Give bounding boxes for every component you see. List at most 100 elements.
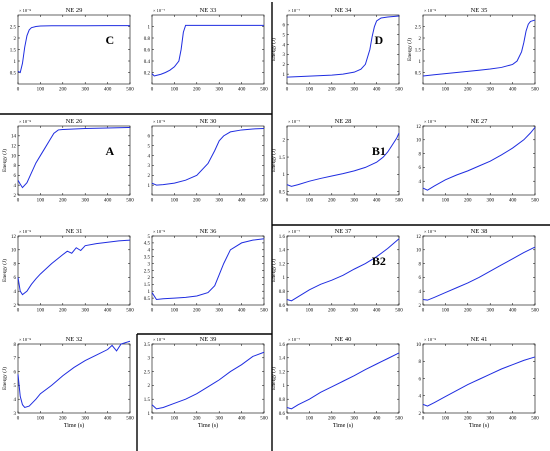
series-line-1 [422,246,536,301]
x-tick-label: 0 [286,417,289,422]
y-exponent-label: × 10⁻⁸ [424,229,437,234]
x-tick-label: 500 [260,417,268,422]
chart-panel-6: NE 30 × 10⁻⁸ 0 100 200 300 400 500 1 2 3 4 5 6 [148,118,269,204]
x-tick-label: 300 [486,417,494,422]
y-exponent-label: × 10⁻⁷ [288,8,301,13]
y-tick-label: 14 [11,135,17,140]
y-axis-label: Energy (J) [270,259,277,282]
y-axis-label: Energy (J) [270,38,277,61]
axes-box [422,235,536,306]
x-tick-label: 400 [104,417,112,422]
x-tick-label: 500 [531,199,539,204]
x-tick-label: 500 [126,88,134,93]
x-tick-label: 200 [59,88,67,93]
chart-panel-15: NE 40 × 10⁻⁷ 0 100 200 300 400 500 0.6 0.8 1 1.2 1.4… [270,336,403,429]
axes-box [286,343,400,414]
y-tick-label: 4 [419,395,422,400]
panel-title: NE 40 [335,336,352,343]
y-tick-label: 12 [416,235,422,240]
series-line-1 [151,351,265,410]
y-tick-label: 10 [11,154,17,159]
x-tick-label: 400 [509,199,517,204]
axes-box [286,14,400,85]
x-tick-label: 0 [422,88,425,93]
panel-title: NE 34 [335,7,353,14]
x-tick-label: 500 [531,417,539,422]
y-tick-label: 0.4 [144,60,151,65]
y-exponent-label: × 10⁻⁷ [288,337,301,342]
x-tick-label: 100 [171,88,179,93]
x-tick-label: 200 [193,417,201,422]
x-tick-label: 0 [151,88,154,93]
x-tick-label: 0 [286,88,289,93]
y-tick-label: 6 [283,24,286,29]
axes-box [151,343,265,414]
series-line-1 [17,25,130,74]
y-tick-label: 2 [14,37,17,42]
y-tick-label: 2.5 [10,25,17,30]
y-exponent-label: × 10⁻⁸ [153,229,166,234]
chart-panel-9: NE 31 × 10⁻⁸ 0 100 200 300 400 500 2 4 6 8 10 12 Energ… [1,228,134,314]
x-tick-label: 100 [171,199,179,204]
y-exponent-label: × 10⁻⁷ [288,229,301,234]
y-tick-label: 2.5 [415,25,422,30]
x-tick-label: 400 [238,417,246,422]
y-tick-label: 6 [148,135,151,140]
x-tick-label: 500 [126,309,134,314]
chart-panel-11: NE 37 × 10⁻⁷ 0 100 200 300 400 500 0.6 0.8 1 1.2 1.4… [270,228,403,314]
x-tick-label: 100 [171,309,179,314]
series-line-1 [17,126,131,189]
x-tick-label: 300 [486,88,494,93]
series-line-1 [151,127,265,186]
y-tick-label: 4 [14,290,17,295]
y-tick-label: 10 [416,139,422,144]
x-tick-label: 500 [395,88,403,93]
x-tick-label: 300 [350,309,358,314]
y-tick-label: 4 [14,184,17,189]
y-tick-label: 1 [148,290,151,295]
y-tick-label: 10 [416,343,422,348]
axes-box [17,235,131,306]
x-tick-label: 200 [328,88,336,93]
chart-panel-7: NE 28 × 10⁻⁷ 0 100 200 300 400 500 0.5 1 1.5 2 Energ… [270,118,403,204]
y-tick-label: 5 [283,34,286,39]
chart-panel-10: NE 36 × 10⁻⁸ 0 100 200 300 400 500 0.5 1 1.5 2 2.5 33… [144,228,269,314]
y-tick-label: 1.5 [279,156,286,161]
x-tick-label: 300 [81,417,89,422]
axes-box [17,343,131,414]
x-tick-label: 100 [306,309,314,314]
y-tick-label: 4 [283,43,286,48]
y-tick-label: 4 [419,290,422,295]
x-tick-label: 400 [104,88,112,93]
x-tick-label: 0 [151,309,154,314]
y-tick-label: 4 [14,398,17,403]
y-axis-label: Energy (J) [1,149,8,172]
group-annotation: B1 [372,144,386,158]
y-tick-label: 6 [14,276,17,281]
y-tick-label: 2 [419,37,422,42]
y-tick-label: 2 [148,276,151,281]
y-tick-label: 0.5 [144,297,151,302]
y-tick-label: 12 [416,125,422,130]
y-tick-label: 0.5 [415,71,422,76]
y-tick-label: 3.5 [144,343,151,348]
x-tick-label: 500 [260,88,268,93]
series-line-1 [422,127,536,191]
x-tick-label: 500 [395,199,403,204]
x-tick-label: 300 [81,88,89,93]
x-tick-label: 400 [373,309,381,314]
y-tick-label: 5 [14,384,17,389]
series-line-1 [151,24,264,77]
x-tick-label: 400 [373,417,381,422]
x-tick-label: 500 [395,417,403,422]
x-tick-label: 500 [395,309,403,314]
y-exponent-label: × 10⁻⁸ [19,8,32,13]
x-tick-label: 100 [442,88,450,93]
y-tick-label: 1.5 [10,48,17,53]
group-annotation: A [106,144,115,158]
y-tick-label: 3 [283,53,286,58]
y-tick-label: 3.5 [144,256,151,261]
x-tick-label: 200 [59,417,67,422]
x-tick-label: 200 [328,417,336,422]
